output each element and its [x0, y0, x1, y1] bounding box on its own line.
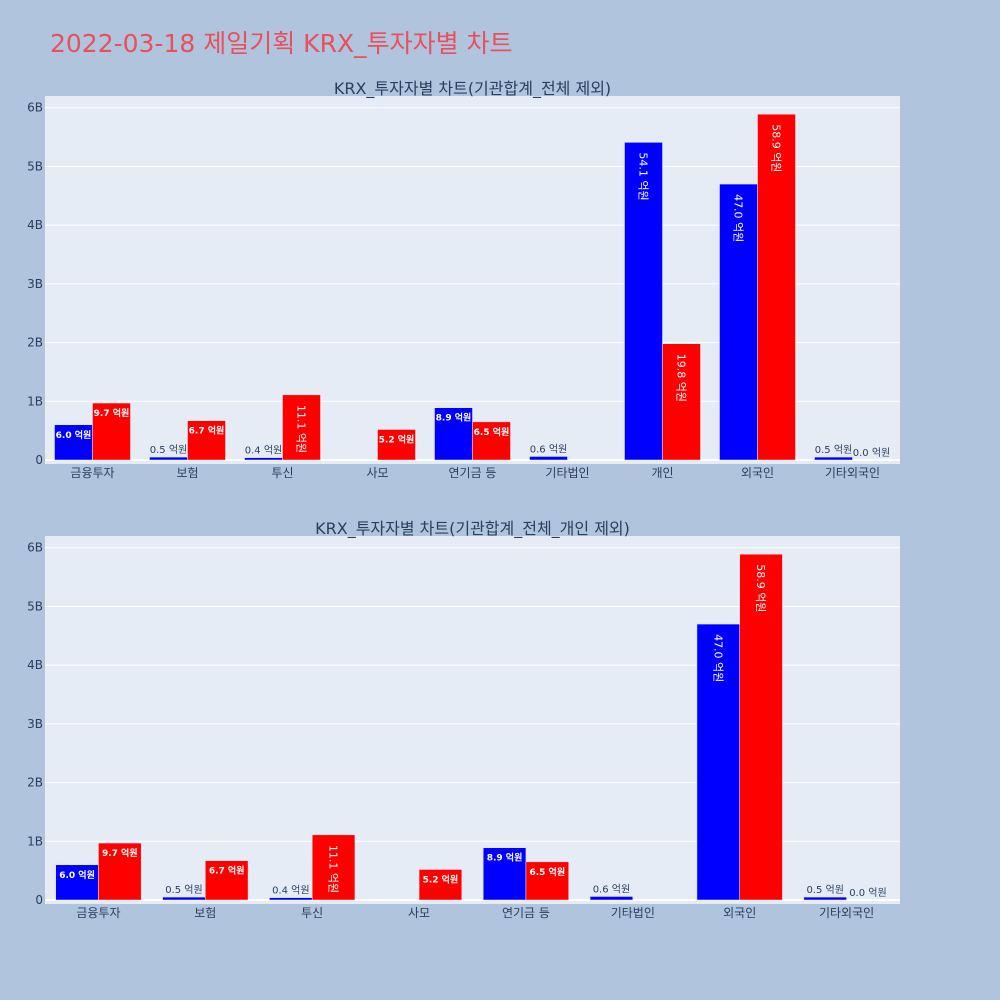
data-label: 0.5 억원	[815, 444, 852, 456]
x-tick-label: 연기금 등	[502, 906, 550, 920]
x-tick-label: 외국인	[723, 906, 756, 920]
bar	[269, 897, 313, 901]
data-label: 0.5 억원	[806, 884, 843, 896]
bar	[244, 457, 283, 461]
data-label: 8.9 억원	[487, 852, 523, 864]
x-tick-label: 외국인	[741, 466, 774, 480]
bar	[739, 553, 783, 901]
data-label: 0.4 억원	[245, 445, 282, 457]
data-label: 9.7 억원	[94, 407, 130, 419]
data-label: 47.0 억원	[711, 634, 724, 682]
data-label: 5.2 억원	[379, 433, 415, 445]
y-tick-label: 1B	[27, 394, 43, 408]
y-tick-label: 0	[35, 453, 43, 467]
data-label: 11.1 억원	[295, 405, 308, 453]
x-tick-label: 보험	[194, 906, 216, 920]
data-label: 0.5 억원	[150, 444, 187, 456]
chart-2: 0 1B 2B 3B 4B 5B 6B KRX_투자자별 차트(기관합계_전체_개인 제외) 금…	[27, 519, 900, 920]
bar	[98, 842, 142, 901]
x-tick-label: 금융투자	[76, 906, 120, 920]
bar	[311, 834, 356, 901]
bar	[696, 623, 740, 901]
data-label: 11.1 억원	[327, 845, 340, 893]
data-label: 0.6 억원	[530, 443, 567, 455]
bar	[54, 424, 93, 461]
data-label: 58.9 억원	[770, 124, 783, 172]
x-tick-label: 투신	[301, 906, 323, 920]
y-tick-label: 1B	[27, 834, 43, 848]
y-tick-label: 4B	[27, 658, 43, 672]
data-label: 54.1 억원	[637, 152, 650, 200]
chart-title: KRX_투자자별 차트(기관합계_전체_개인 제외)	[315, 519, 630, 539]
data-label: 5.2 억원	[423, 873, 459, 885]
bar	[529, 456, 568, 461]
x-tick-label: 금융투자	[70, 466, 114, 480]
bar	[482, 847, 527, 901]
y-tick-label: 2B	[27, 336, 43, 350]
y-tick-label: 0	[35, 893, 43, 907]
y-tick-label: 3B	[27, 277, 43, 291]
bar	[525, 861, 569, 901]
x-tick-label: 연기금 등	[449, 466, 497, 480]
x-tick-label: 사모	[408, 906, 430, 920]
data-label: 0.4 억원	[272, 885, 309, 897]
data-label: 8.9 억원	[436, 412, 472, 424]
bar	[814, 456, 853, 461]
data-label: 58.9 억원	[754, 564, 767, 612]
x-tick-label: 기타외국인	[819, 906, 874, 920]
data-label: 0.5 억원	[165, 884, 202, 896]
data-label: 0.0 억원	[849, 887, 886, 899]
bar	[205, 860, 249, 901]
bar	[803, 896, 847, 901]
bar	[92, 402, 131, 461]
data-label: 6.0 억원	[59, 869, 95, 881]
data-label: 0.6 억원	[593, 883, 630, 895]
data-label: 6.0 억원	[56, 429, 92, 441]
x-tick-label: 보험	[176, 466, 198, 480]
y-tick-label: 2B	[27, 776, 43, 790]
bar	[624, 142, 663, 461]
data-label: 9.7 억원	[102, 847, 138, 859]
data-label: 6.7 억원	[189, 425, 225, 437]
x-tick-label: 개인	[651, 466, 673, 480]
bar	[55, 864, 99, 901]
x-tick-label: 기타법인	[611, 906, 655, 920]
x-tick-label: 기타법인	[545, 466, 589, 480]
data-label: 0.0 억원	[853, 447, 890, 459]
bar	[434, 407, 473, 461]
y-tick-label: 5B	[27, 599, 43, 613]
bar	[187, 420, 226, 461]
bar	[472, 421, 511, 461]
data-label: 6.7 억원	[209, 865, 245, 877]
y-tick-label: 4B	[27, 218, 43, 232]
bar	[282, 394, 321, 461]
bar	[757, 113, 796, 461]
x-tick-label: 사모	[366, 466, 388, 480]
data-label: 47.0 억원	[732, 194, 745, 242]
y-tick-label: 5B	[27, 159, 43, 173]
data-label: 6.5 억원	[474, 426, 510, 438]
chart-title: KRX_투자자별 차트(기관합계_전체 제외)	[334, 79, 611, 99]
bar	[418, 869, 463, 901]
x-tick-label: 기타외국인	[825, 466, 880, 480]
data-label: 19.8 억원	[675, 354, 688, 402]
bar	[162, 896, 206, 901]
bar	[149, 456, 188, 461]
page-title: 2022-03-18 제일기획 KRX_투자자별 차트	[50, 29, 513, 58]
bar	[719, 183, 758, 461]
bar	[589, 896, 634, 901]
y-tick-label: 6B	[27, 101, 43, 115]
bar	[377, 429, 416, 461]
bar	[662, 343, 701, 461]
data-label: 6.5 억원	[529, 866, 565, 878]
x-tick-label: 투신	[271, 466, 293, 480]
chart-1: 0 1B 2B 3B 4B 5B 6B KRX_투자자별 차트(기관합계_전체 제외) 금융투자…	[27, 79, 900, 480]
y-tick-label: 6B	[27, 541, 43, 555]
y-tick-label: 3B	[27, 717, 43, 731]
